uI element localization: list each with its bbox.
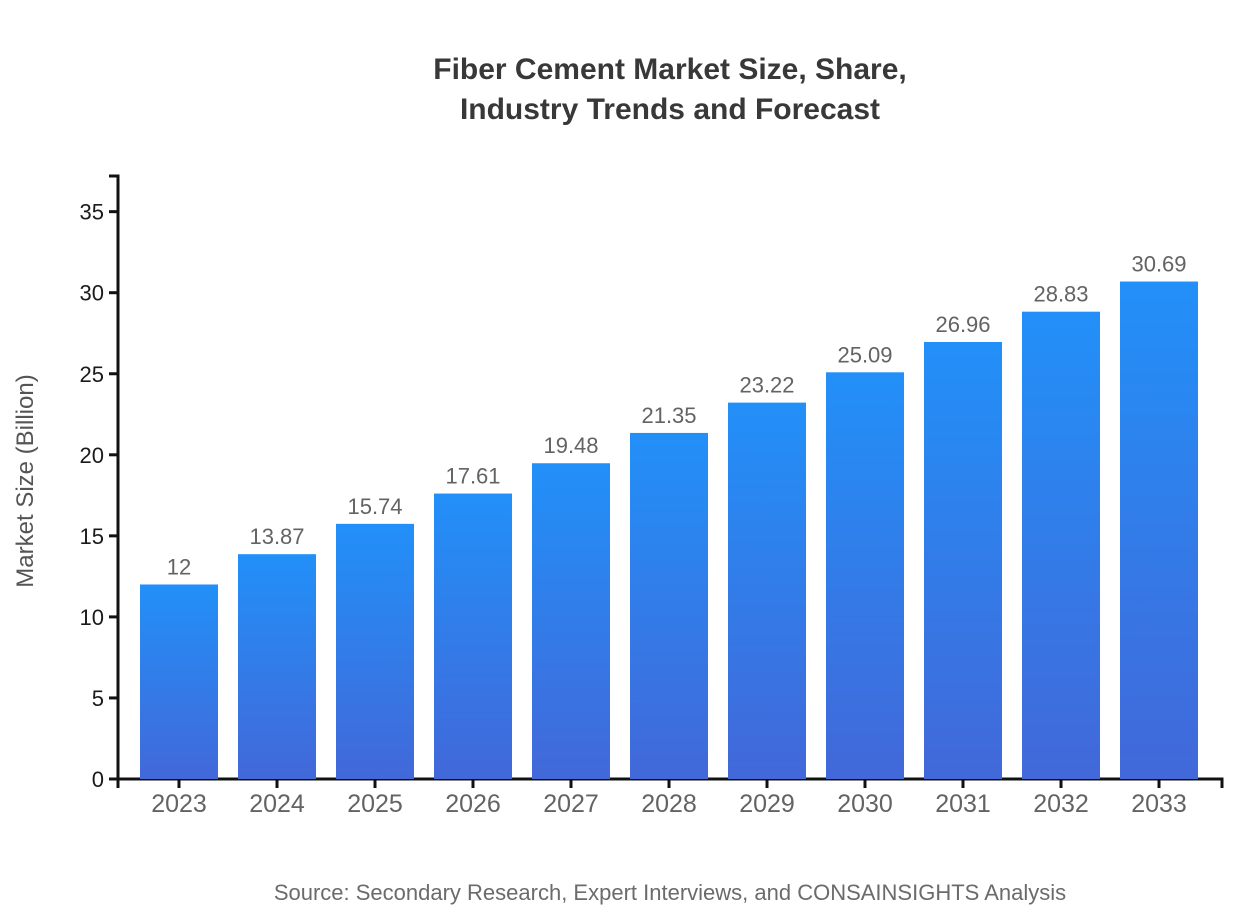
bar-2026 [434, 493, 512, 779]
bar-value-label-2030: 25.09 [837, 342, 892, 367]
x-tick-label-2025: 2025 [347, 790, 403, 818]
bar-2023 [140, 584, 218, 779]
chart-title-line-2: Industry Trends and Forecast [459, 93, 881, 126]
x-tick-label-2026: 2026 [445, 790, 501, 818]
y-tick-label: 5 [92, 686, 104, 711]
bar-2033 [1120, 281, 1198, 779]
chart-title: Fiber Cement Market Size, Share, Industr… [0, 50, 1260, 130]
y-axis-line [109, 174, 120, 779]
bar-value-label-2027: 19.48 [543, 433, 598, 458]
y-tick-label: 25 [80, 362, 104, 387]
bar-value-label-2026: 17.61 [445, 464, 500, 489]
bar-value-label-2023: 12 [167, 554, 191, 579]
y-tick-label: 30 [80, 281, 104, 306]
x-tick-label-2029: 2029 [739, 790, 795, 818]
bar-2027 [532, 463, 610, 779]
bar-2031 [924, 341, 1002, 779]
bar-2030 [826, 372, 904, 779]
bar-2025 [336, 523, 414, 779]
bar-value-label-2028: 21.35 [641, 403, 696, 428]
bar-value-label-2029: 23.22 [739, 373, 794, 398]
y-axis-title: Market Size (Billion) [12, 374, 39, 587]
bar-2028 [630, 432, 708, 779]
bar-value-label-2032: 28.83 [1033, 282, 1088, 307]
bar-2029 [728, 402, 806, 779]
source-note: Source: Secondary Research, Expert Inter… [273, 880, 1067, 905]
bar-2024 [238, 554, 316, 779]
y-tick-label: 20 [80, 443, 104, 468]
bar-value-label-2024: 13.87 [249, 524, 304, 549]
y-tick-label: 10 [80, 605, 104, 630]
y-tick-label: 35 [80, 200, 104, 225]
x-tick-label-2032: 2032 [1033, 790, 1089, 818]
bar-2032 [1022, 311, 1100, 779]
x-tick-label-2033: 2033 [1131, 790, 1187, 818]
y-tick-label: 15 [80, 524, 104, 549]
x-tick-label-2027: 2027 [543, 790, 599, 818]
x-tick-label-2023: 2023 [151, 790, 207, 818]
bar-value-label-2033: 30.69 [1131, 252, 1186, 277]
bar-value-label-2031: 26.96 [935, 312, 990, 337]
bar-value-label-2025: 15.74 [347, 494, 402, 519]
x-tick-label-2030: 2030 [837, 790, 893, 818]
chart-title-line-1: Fiber Cement Market Size, Share, [433, 53, 907, 86]
x-tick-label-2028: 2028 [641, 790, 697, 818]
x-tick-label-2024: 2024 [249, 790, 305, 818]
x-tick-label-2031: 2031 [935, 790, 991, 818]
y-tick-label: 0 [92, 767, 104, 792]
